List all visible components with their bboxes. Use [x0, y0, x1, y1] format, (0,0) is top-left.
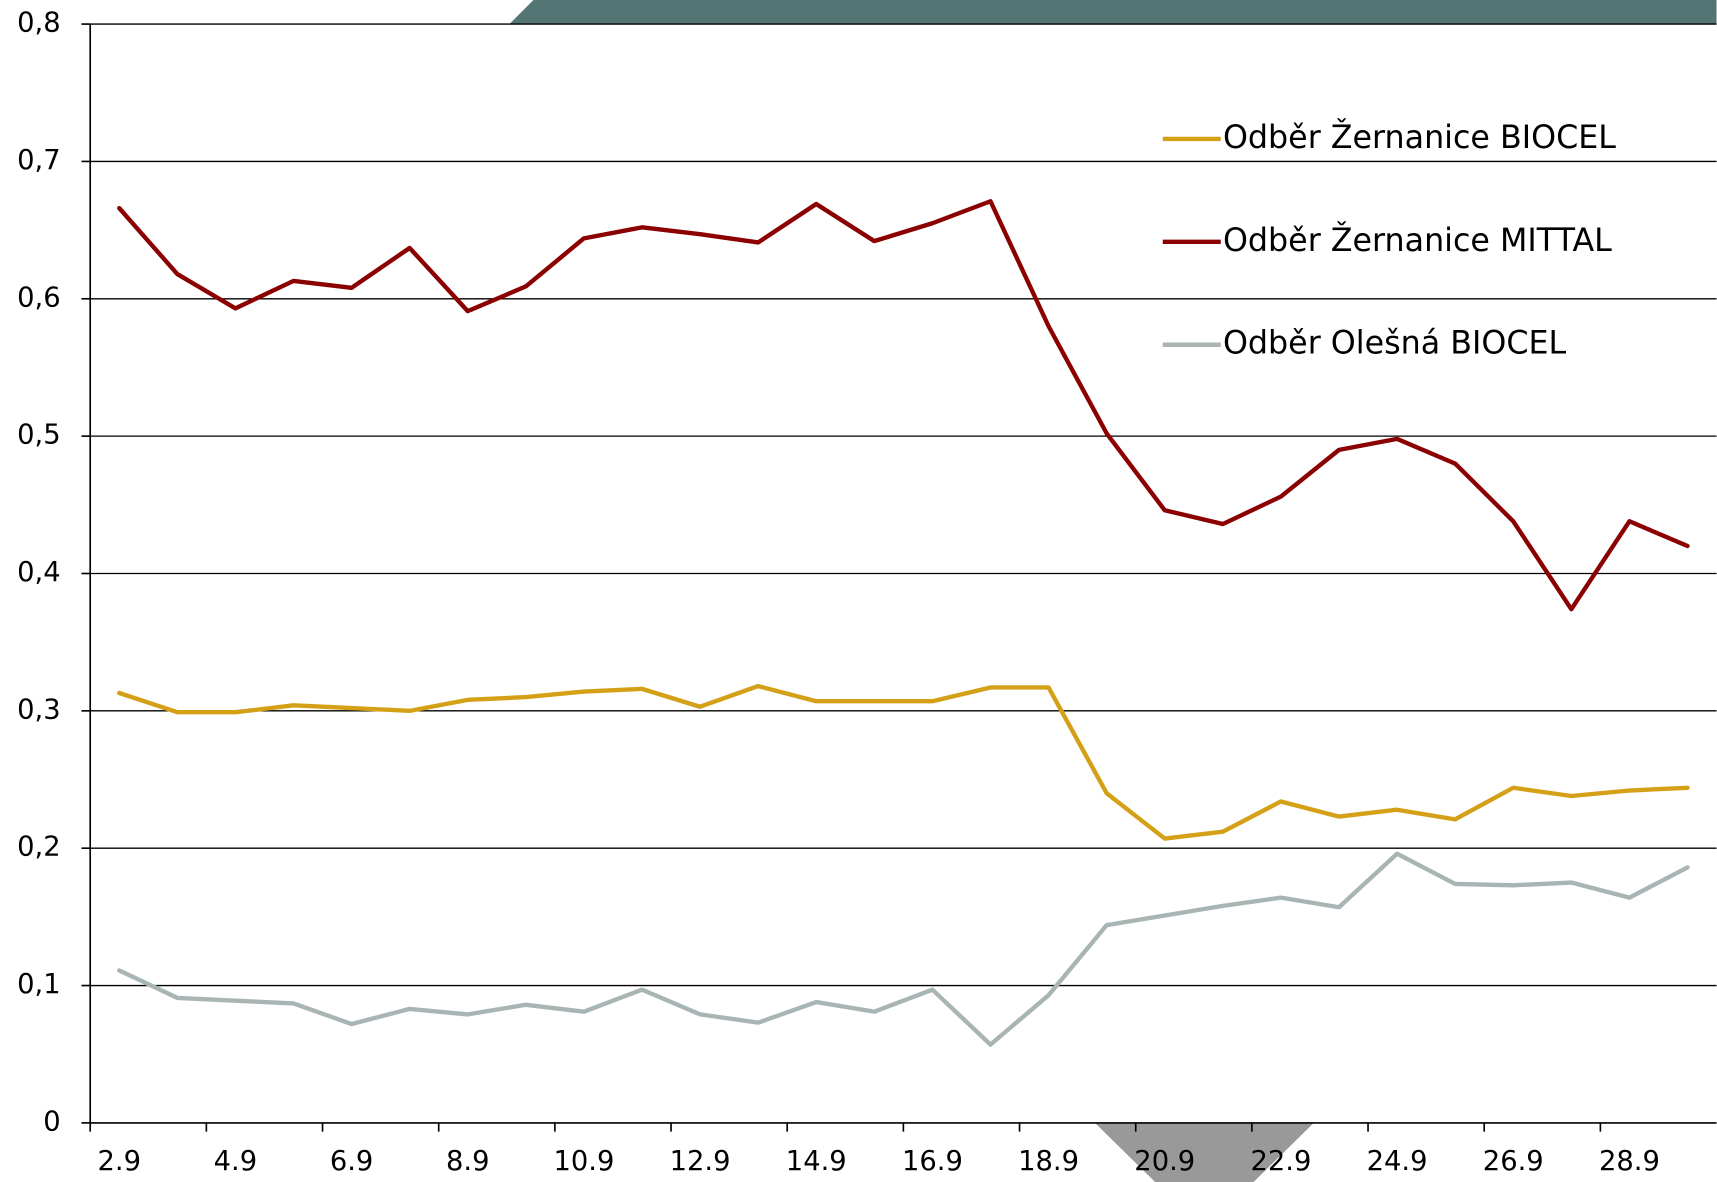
x-tick-label: 2.9 — [97, 1146, 141, 1177]
x-tick-label: 6.9 — [330, 1146, 374, 1177]
x-tick-label: 26.9 — [1483, 1146, 1544, 1177]
legend-label: Odběr Olešná BIOCEL — [1223, 326, 1567, 362]
y-tick-label: 0,7 — [17, 145, 61, 176]
series-line — [117, 851, 1690, 1047]
x-tick-label: 12.9 — [670, 1146, 731, 1177]
y-tick-label: 0,4 — [17, 557, 61, 588]
x-tick-label: 8.9 — [446, 1146, 490, 1177]
x-tick-label: 24.9 — [1367, 1146, 1428, 1177]
legend-label: Odběr Žernanice MITTAL — [1223, 221, 1612, 259]
y-tick-label: 0,1 — [17, 969, 61, 1000]
y-tick-label: 0,6 — [17, 282, 61, 313]
y-tick-label: 0 — [43, 1106, 60, 1137]
series-line — [117, 683, 1690, 841]
x-tick-label: 18.9 — [1018, 1146, 1079, 1177]
x-tick-label: 22.9 — [1250, 1146, 1311, 1177]
y-tick-label: 0,5 — [17, 420, 61, 451]
y-tick-label: 0,2 — [17, 832, 61, 863]
legend-label: Odběr Žernanice BIOCEL — [1223, 118, 1616, 156]
y-tick-label: 0,3 — [17, 694, 61, 725]
x-tick-label: 20.9 — [1134, 1146, 1195, 1177]
y-tick-label: 0,8 — [17, 8, 61, 39]
x-tick-label: 28.9 — [1599, 1146, 1660, 1177]
x-tick-label: 14.9 — [786, 1146, 847, 1177]
x-tick-label: 4.9 — [214, 1146, 258, 1177]
x-tick-label: 16.9 — [902, 1146, 963, 1177]
series-line — [117, 199, 1690, 612]
footer-tab — [1094, 1122, 1314, 1182]
x-tick-label: 10.9 — [553, 1146, 614, 1177]
header-band — [509, 0, 1717, 25]
